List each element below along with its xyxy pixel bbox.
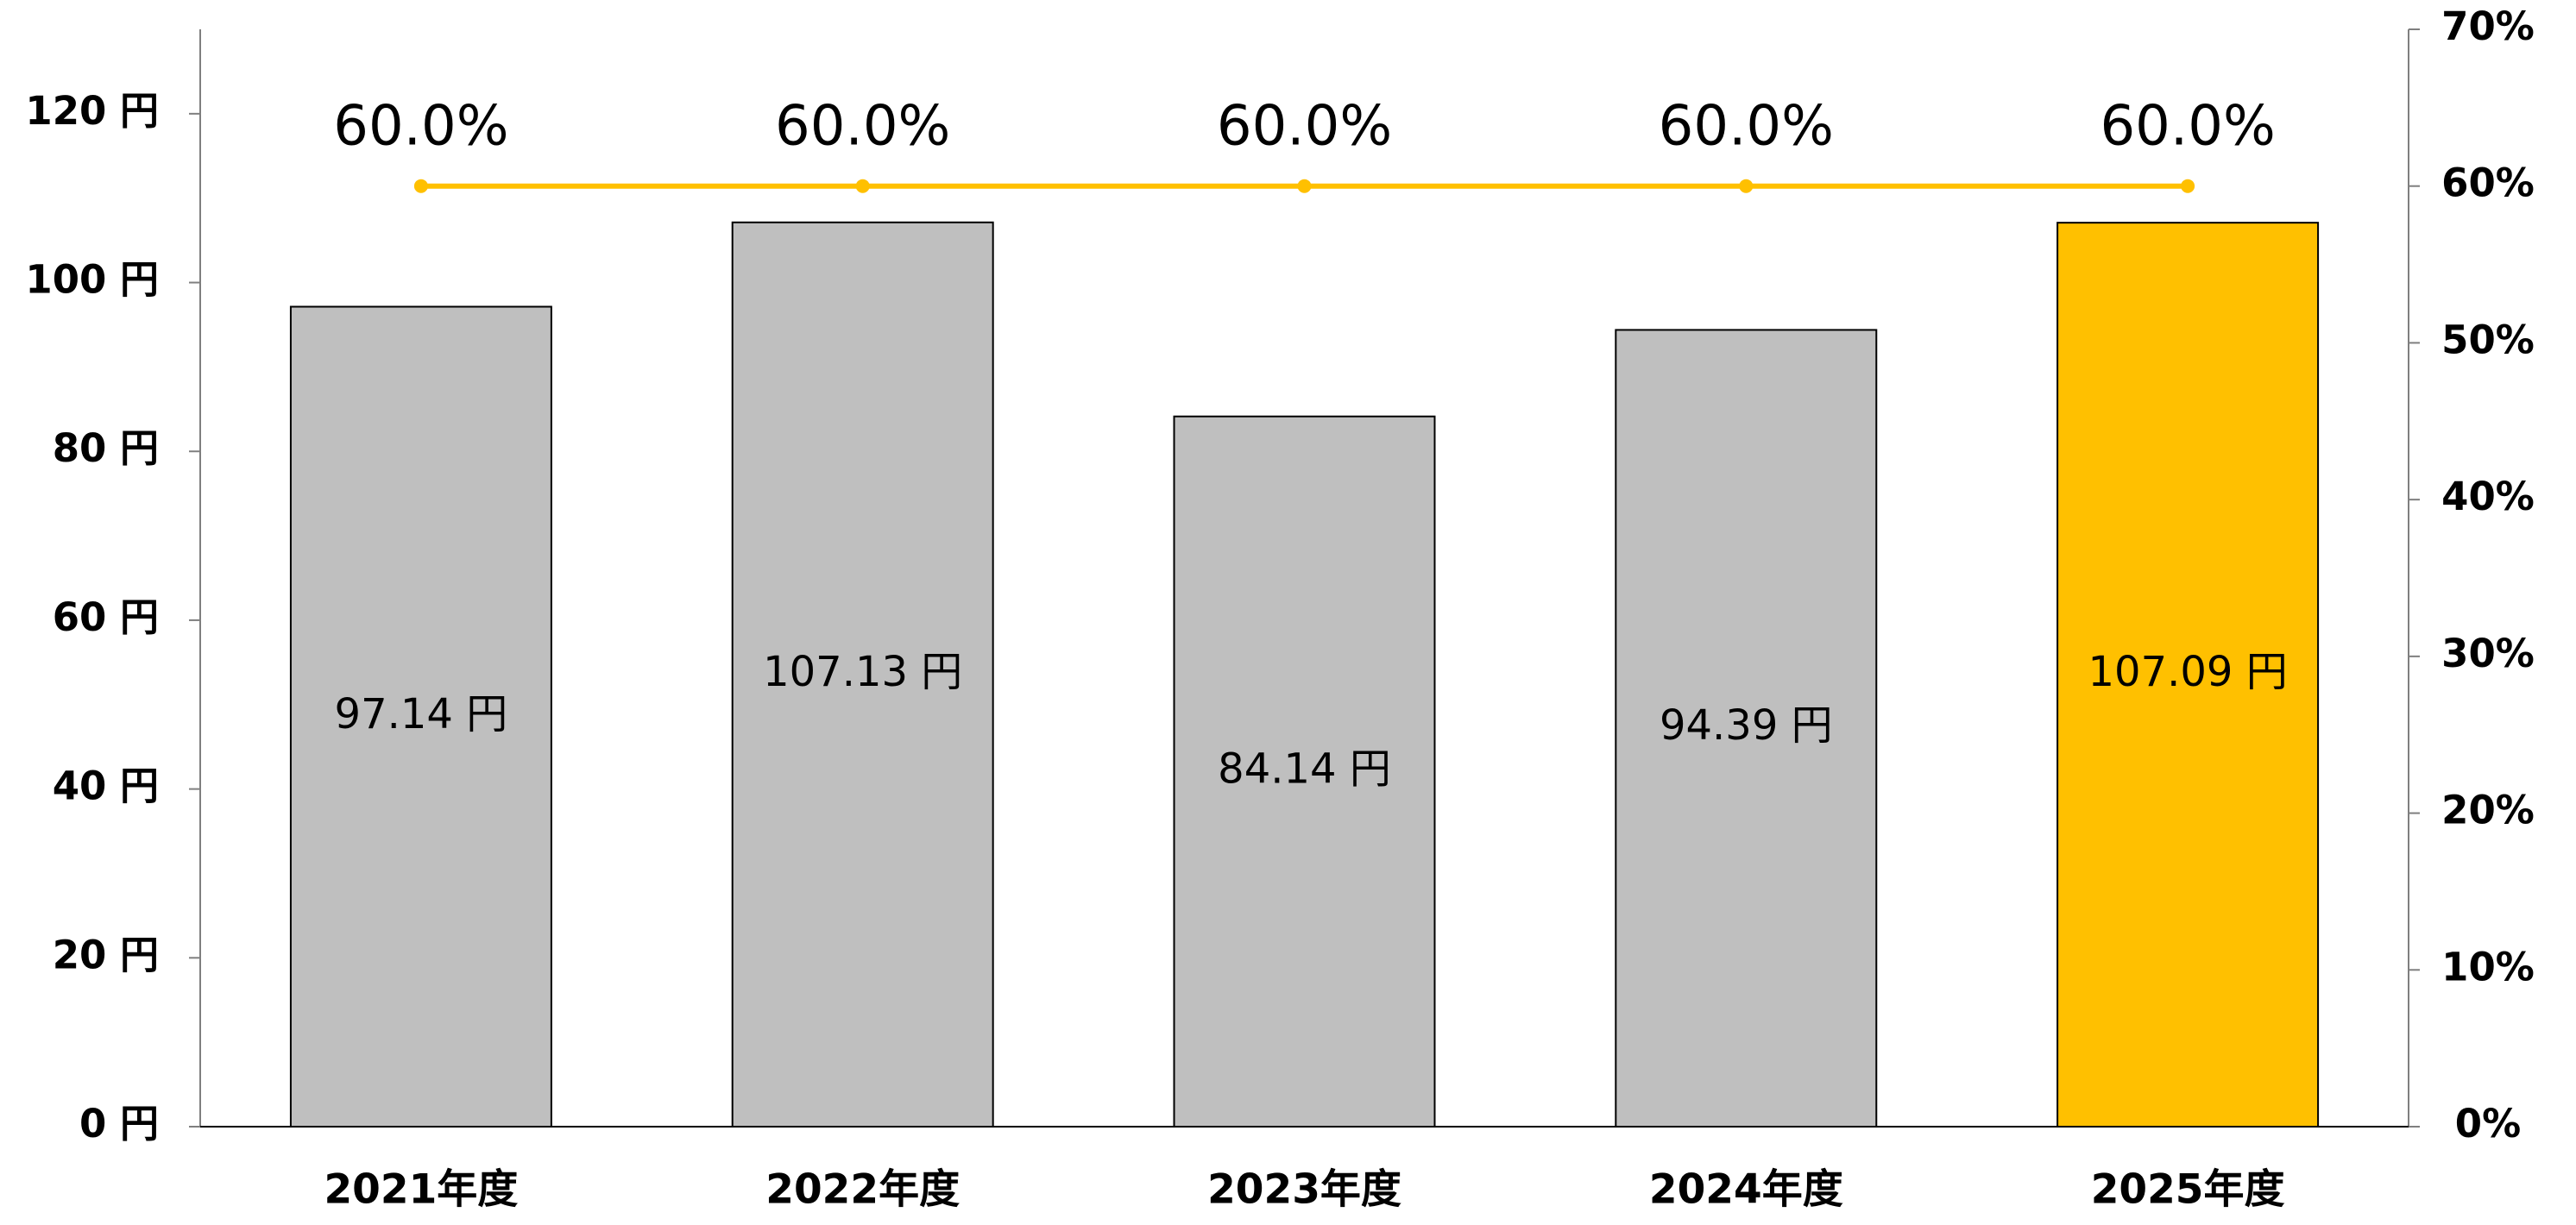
y-tick-label: 100 円 bbox=[25, 257, 159, 303]
y-tick-label: 40 円 bbox=[53, 763, 159, 809]
line-point bbox=[1297, 179, 1312, 193]
y-tick-label: 80 円 bbox=[53, 425, 159, 471]
line-point bbox=[1739, 179, 1754, 193]
line-value-label: 60.0% bbox=[2100, 94, 2275, 158]
y2-tick-label: 0% bbox=[2455, 1101, 2521, 1146]
x-tick-label: 2021年度 bbox=[324, 1166, 518, 1214]
x-tick-label: 2024年度 bbox=[1649, 1166, 1843, 1214]
y-tick-label: 20 円 bbox=[53, 932, 159, 977]
line-point bbox=[2181, 179, 2195, 193]
bar-value-label: 94.39 円 bbox=[1660, 701, 1833, 750]
y2-tick-label: 40% bbox=[2441, 474, 2535, 519]
y2-tick-label: 30% bbox=[2441, 631, 2535, 676]
y-tick-label: 60 円 bbox=[53, 594, 159, 640]
bar bbox=[1173, 415, 1436, 1128]
bar-value-label: 107.09 円 bbox=[2088, 648, 2287, 696]
x-tick-label: 2023年度 bbox=[1207, 1166, 1401, 1214]
x-tick-label: 2025年度 bbox=[2091, 1166, 2285, 1214]
y2-tick-label: 10% bbox=[2441, 944, 2535, 989]
bar bbox=[731, 221, 994, 1128]
line-point bbox=[413, 179, 428, 193]
y2-tick-label: 70% bbox=[2441, 3, 2535, 49]
bar-value-label: 107.13 円 bbox=[763, 648, 962, 696]
bar bbox=[289, 305, 552, 1128]
bar-value-label: 84.14 円 bbox=[1218, 744, 1391, 793]
x-tick-label: 2022年度 bbox=[765, 1166, 960, 1214]
bar bbox=[1615, 329, 1878, 1128]
y-tick-label: 0 円 bbox=[79, 1101, 159, 1146]
line-point bbox=[855, 179, 870, 193]
y-tick-label: 120 円 bbox=[25, 88, 159, 134]
line-value-label: 60.0% bbox=[775, 94, 950, 158]
y2-tick-label: 50% bbox=[2441, 317, 2535, 362]
bar-value-label: 97.14 円 bbox=[335, 690, 508, 738]
bar bbox=[2056, 222, 2320, 1128]
line-value-label: 60.0% bbox=[1659, 94, 1834, 158]
line-value-label: 60.0% bbox=[333, 94, 508, 158]
line-value-label: 60.0% bbox=[1217, 94, 1392, 158]
y2-tick-label: 60% bbox=[2441, 160, 2535, 206]
y2-tick-label: 20% bbox=[2441, 788, 2535, 833]
